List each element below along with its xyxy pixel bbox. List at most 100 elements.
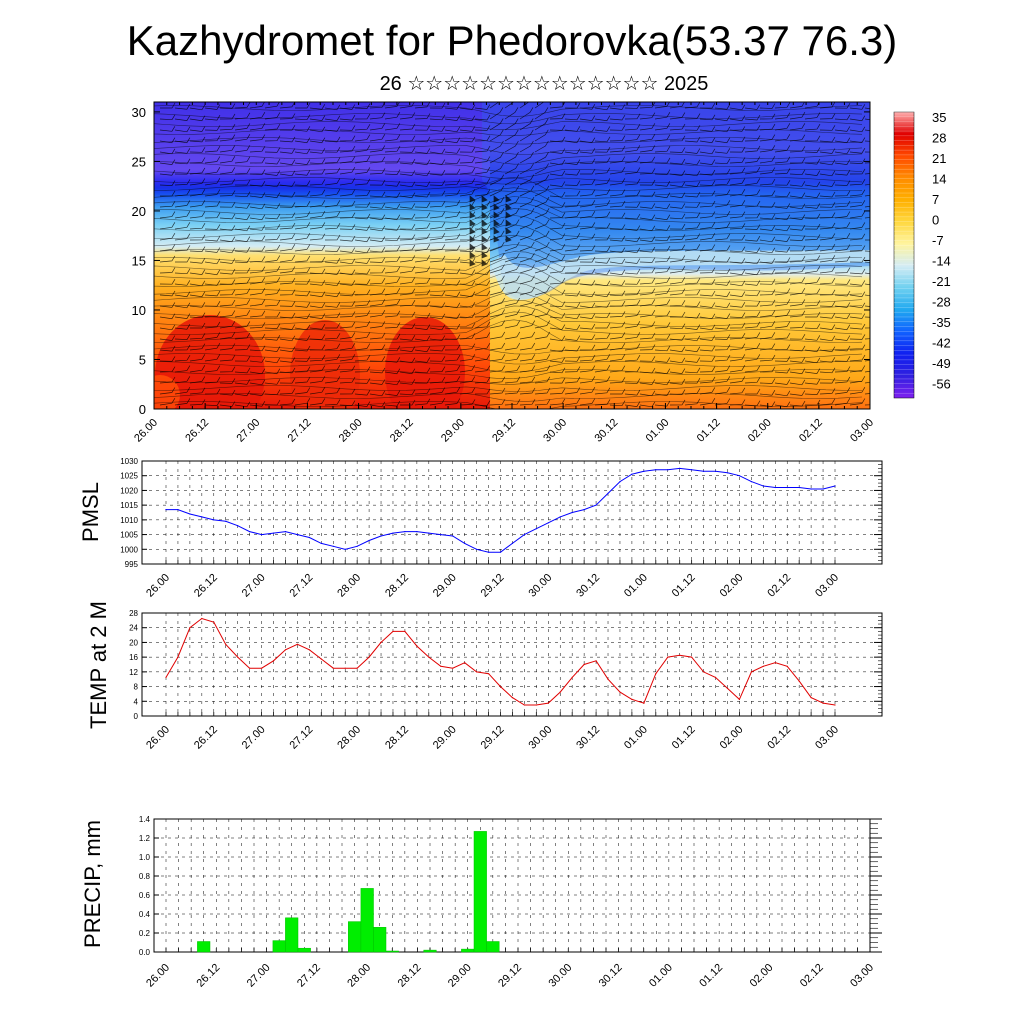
wind-barb xyxy=(774,225,791,232)
wind-barb xyxy=(204,311,221,318)
pmsl-point xyxy=(452,535,454,537)
wind-barb xyxy=(579,189,596,197)
pmsl-point xyxy=(595,504,597,506)
wind-barb xyxy=(849,387,866,395)
wind-barb xyxy=(594,312,611,319)
wind-barb xyxy=(339,365,356,373)
wind-barb xyxy=(564,211,581,219)
pmsl-point xyxy=(476,548,478,550)
wind-barb xyxy=(579,245,596,252)
wind-barb xyxy=(834,366,851,373)
wind-barb xyxy=(339,114,356,121)
wind-barb xyxy=(309,334,326,340)
wind-barb xyxy=(174,137,191,144)
wind-barb xyxy=(279,367,296,374)
wind-barb xyxy=(549,367,566,374)
wind-barb xyxy=(384,235,401,242)
wind-barb xyxy=(609,365,626,373)
wind-barb xyxy=(684,266,701,274)
temp-point xyxy=(284,649,287,651)
heatmap-contour xyxy=(154,401,863,409)
wind-barb xyxy=(684,181,701,187)
pmsl-xtick-label: 02.00 xyxy=(718,572,746,600)
wind-barb xyxy=(744,343,761,351)
wind-barb xyxy=(534,331,551,340)
precip-frame xyxy=(153,818,871,953)
wind-barb xyxy=(655,245,671,252)
wind-barb xyxy=(309,280,326,286)
temp-ytick-label: 8 xyxy=(134,683,139,692)
wind-barb xyxy=(804,300,821,307)
precip-bar xyxy=(272,940,286,953)
wind-barb xyxy=(729,200,746,208)
wind-barb xyxy=(204,400,221,406)
wind-barb xyxy=(834,222,851,230)
wind-barb xyxy=(534,174,550,186)
wind-barb xyxy=(504,241,520,252)
wind-barb xyxy=(819,222,836,230)
wind-barb xyxy=(399,224,416,230)
wind-barb xyxy=(189,234,206,241)
wind-barb xyxy=(609,135,626,142)
pmsl-point xyxy=(225,520,227,522)
wind-barb xyxy=(249,357,266,363)
wind-barb xyxy=(369,379,386,385)
wind-barb xyxy=(489,275,505,285)
wind-barb xyxy=(579,148,596,154)
wind-barb xyxy=(549,266,566,274)
wind-barb xyxy=(309,256,326,263)
wind-barb xyxy=(729,178,746,186)
wind-barb xyxy=(849,291,866,298)
wind-barb xyxy=(354,178,371,186)
wind-barb xyxy=(864,327,870,329)
wind-barb xyxy=(789,102,805,109)
wind-barb xyxy=(789,256,806,263)
wind-barb xyxy=(744,156,761,164)
wind-barb xyxy=(174,280,191,286)
wind-barb xyxy=(864,338,870,340)
wind-barb xyxy=(669,255,686,263)
wind-barb xyxy=(789,379,806,386)
wind-barb xyxy=(234,168,251,175)
wind-pennant xyxy=(493,227,500,235)
wind-barb xyxy=(639,134,656,142)
heatmap-xtick-label: 26.12 xyxy=(183,417,211,445)
wind-barb xyxy=(864,316,870,318)
wind-barb xyxy=(519,163,534,175)
wind-barb xyxy=(789,123,806,131)
wind-barb xyxy=(399,357,416,364)
temp-xtick-label: 01.12 xyxy=(670,724,698,752)
wind-pennant xyxy=(493,203,500,211)
heatmap-xtick-label: 29.00 xyxy=(439,417,467,445)
wind-barb xyxy=(789,390,806,396)
wind-barb xyxy=(429,190,446,197)
wind-barb xyxy=(789,368,806,375)
wind-barb xyxy=(609,343,626,351)
heatmap-ytick-label: 20 xyxy=(132,204,146,219)
temp-point xyxy=(225,643,227,645)
wind-barb xyxy=(714,179,731,186)
wind-barb xyxy=(714,334,731,340)
wind-barb xyxy=(414,388,431,395)
wind-barb xyxy=(399,389,416,396)
wind-barb xyxy=(189,136,206,143)
wind-barb xyxy=(504,163,519,175)
wind-barb xyxy=(864,381,870,384)
wind-barb xyxy=(774,214,791,221)
heatmap-contour xyxy=(154,234,863,255)
wind-barb xyxy=(684,148,701,154)
wind-barb xyxy=(219,310,236,318)
wind-barb xyxy=(204,321,221,329)
wind-barb xyxy=(339,290,356,297)
wind-barb xyxy=(594,246,611,252)
wind-barb xyxy=(249,169,266,175)
wind-barb xyxy=(594,258,611,264)
wind-barb xyxy=(219,378,236,384)
wind-barb xyxy=(669,234,686,241)
temp-point xyxy=(691,656,693,658)
wind-barb xyxy=(669,346,686,353)
wind-barb xyxy=(729,365,746,373)
wind-barb xyxy=(174,268,191,275)
